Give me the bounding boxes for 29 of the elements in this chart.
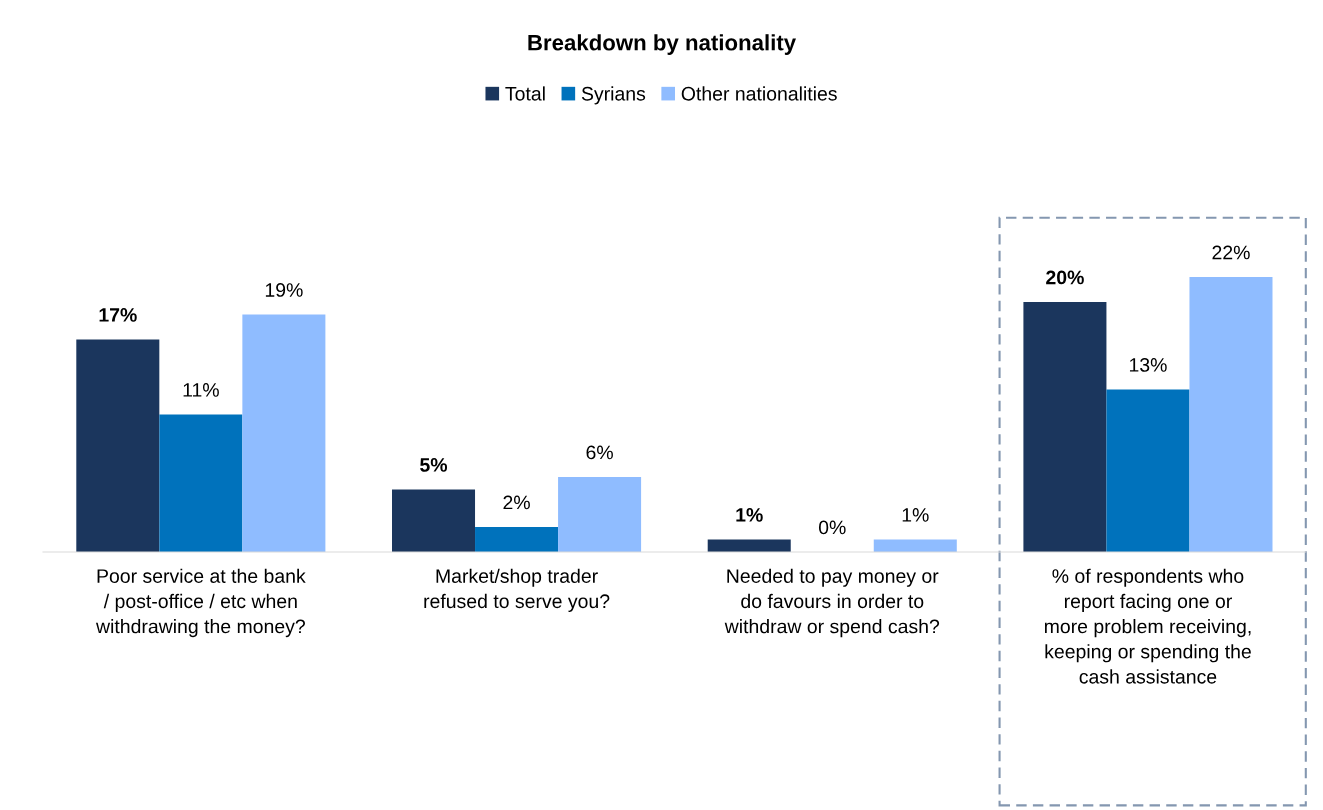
legend-label: Syrians <box>581 86 646 105</box>
legend-label: Total <box>505 86 545 101</box>
data-label: 19% <box>265 283 303 297</box>
data-label: 5% <box>420 458 448 472</box>
bar <box>76 339 160 553</box>
bar <box>1106 389 1190 553</box>
data-label: 6% <box>586 445 613 460</box>
data-label: 2% <box>503 495 530 510</box>
bar <box>392 489 476 553</box>
bar <box>159 414 243 553</box>
chart-title: Breakdown by nationality <box>528 34 796 55</box>
data-label: 13% <box>1129 358 1167 372</box>
data-label: 0% <box>818 520 846 535</box>
x-tick-label: Market/shop trader refused to serve you? <box>424 568 610 612</box>
data-label: 22% <box>1212 245 1250 260</box>
bar <box>475 527 559 553</box>
data-label: 20% <box>1046 270 1084 285</box>
bar <box>242 314 326 553</box>
bar <box>1023 302 1107 553</box>
x-tick-label: Needed to pay money or do favours in order to withdraw or spend cash? <box>724 568 940 638</box>
x-tick-label: % of respondents who report facing one or more problem receiving, keeping or spending the cash assistance <box>1044 568 1251 684</box>
x-tick-label: Poor service at the bank / post-office / etc when withdrawing the money? <box>95 568 306 638</box>
bar <box>558 477 642 553</box>
data-label: 11% <box>183 383 219 397</box>
data-label: 1% <box>736 508 763 522</box>
data-label: 17% <box>99 308 137 322</box>
data-label: 1% <box>902 508 929 522</box>
legend-label: Other nationalities <box>681 86 837 101</box>
bar <box>1189 277 1273 553</box>
